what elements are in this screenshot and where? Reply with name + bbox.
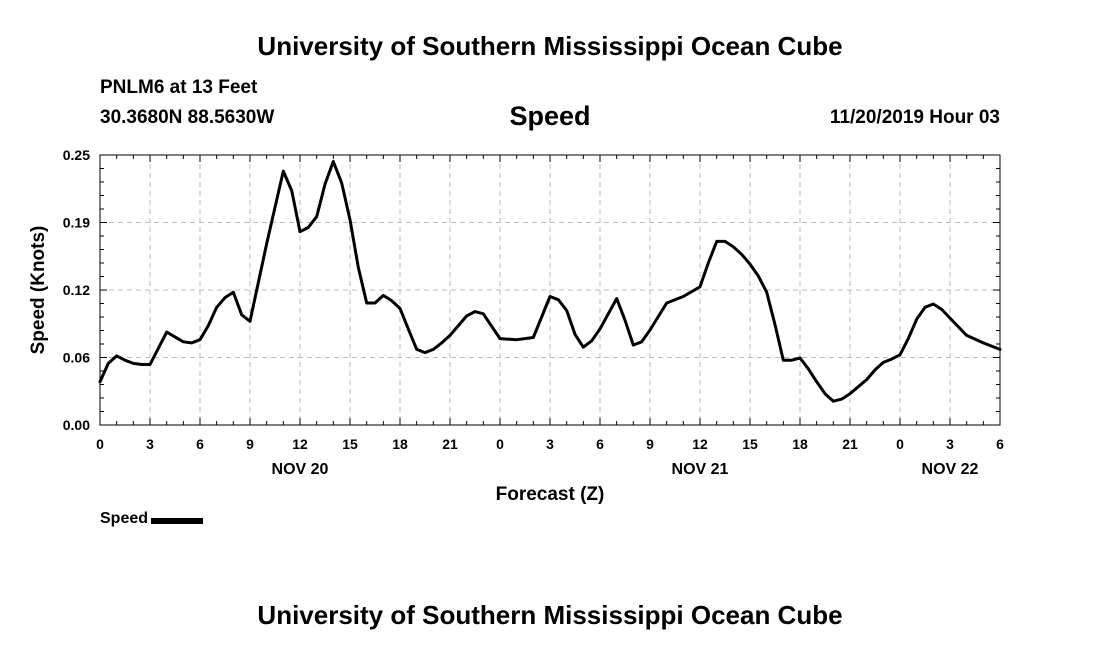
day-label: NOV 21 [672,461,729,478]
y-tick-label: 0.06 [63,350,90,366]
x-tick-label: 6 [596,436,604,452]
x-tick-label: 9 [646,436,654,452]
day-label: NOV 20 [272,461,329,478]
y-tick-label: 0.12 [63,282,90,298]
y-tick-label: 0.25 [63,147,90,163]
x-tick-label: 6 [996,436,1004,452]
x-tick-label: 15 [342,436,358,452]
x-tick-label: 12 [692,436,708,452]
x-tick-label: 3 [546,436,554,452]
x-tick-label: 0 [96,436,104,452]
y-axis-label: Speed (Knots) [28,226,49,355]
x-tick-label: 9 [246,436,254,452]
x-tick-label: 3 [946,436,954,452]
x-tick-label: 3 [146,436,154,452]
x-tick-label: 0 [896,436,904,452]
legend: Speed [100,510,204,528]
legend-swatch [151,518,204,524]
grid-lines [100,155,1000,425]
x-tick-label: 15 [742,436,758,452]
x-tick-label: 21 [442,436,458,452]
footer-title: University of Southern Mississippi Ocean… [257,600,843,630]
x-tick-label: 12 [292,436,308,452]
x-tick-label: 18 [392,436,408,452]
x-tick-label: 0 [496,436,504,452]
y-tick-label: 0.19 [63,215,90,231]
station-label: PNLM6 at 13 Feet [100,77,258,98]
x-tick-label: 6 [196,436,204,452]
axes: 0 3 6 9 12 15 18 21 0 3 6 9 12 15 18 21 0 3 6 NOV 20 NOV 21 N… [63,147,1004,478]
forecast-timestamp: 11/20/2019 Hour 03 [829,107,1000,128]
day-label: NOV 22 [922,461,979,478]
page-title: University of Southern Mississippi Ocean… [257,31,843,61]
series-layer [98,160,1002,403]
plot-frame [99,154,1001,426]
legend-label: Speed [100,510,149,527]
x-tick-label: 21 [842,436,858,452]
chart-title: Speed [509,101,591,131]
y-tick-label: 0.00 [63,417,90,433]
series-line-speed [98,160,1002,403]
x-axis-label: Forecast (Z) [496,484,605,505]
x-tick-label: 18 [792,436,808,452]
coordinates-label: 30.3680N 88.5630W [100,107,275,128]
